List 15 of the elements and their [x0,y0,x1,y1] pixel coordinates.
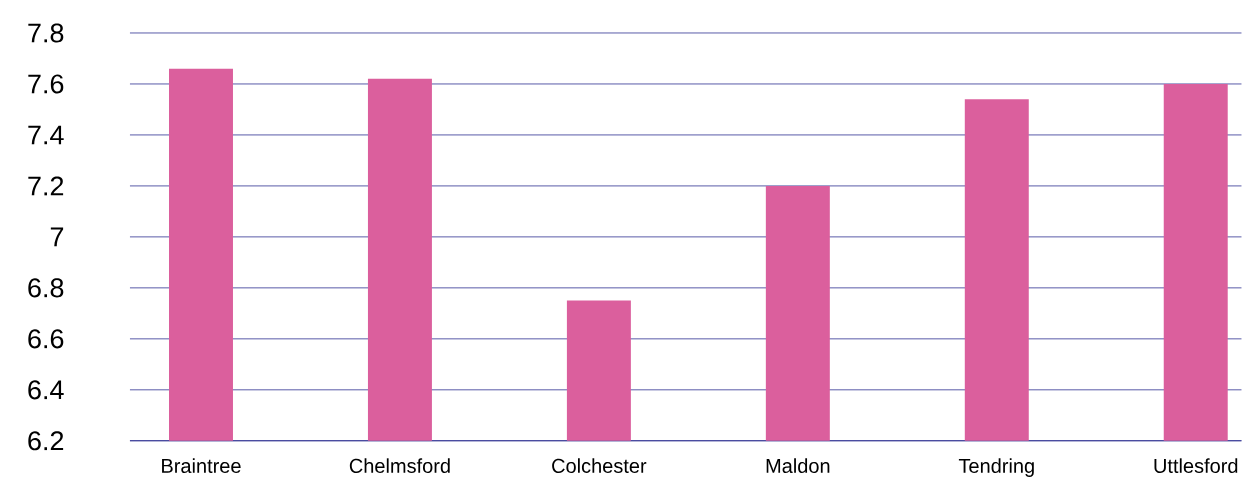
y-tick-label: 7 [50,227,64,247]
x-tick-label: Uttlesford [1154,458,1238,474]
y-tick-label: 7.2 [28,176,64,196]
y-tick-label: 6.2 [28,431,64,451]
y-tick-label: 7.6 [28,74,64,94]
y-tick-label: 7.4 [28,125,64,145]
x-tick-label: Maldon [766,458,830,474]
x-tick-label: Chelmsford [349,458,450,474]
y-tick-label: 6.8 [28,278,64,298]
y-tick-label: 6.6 [28,329,64,349]
y-tick-label: 7.8 [28,23,64,43]
x-tick-label: Braintree [162,458,241,474]
x-tick-label: Colchester [552,458,647,474]
x-tick-label: Tendring [958,458,1034,478]
y-tick-label: 6.4 [28,380,64,400]
